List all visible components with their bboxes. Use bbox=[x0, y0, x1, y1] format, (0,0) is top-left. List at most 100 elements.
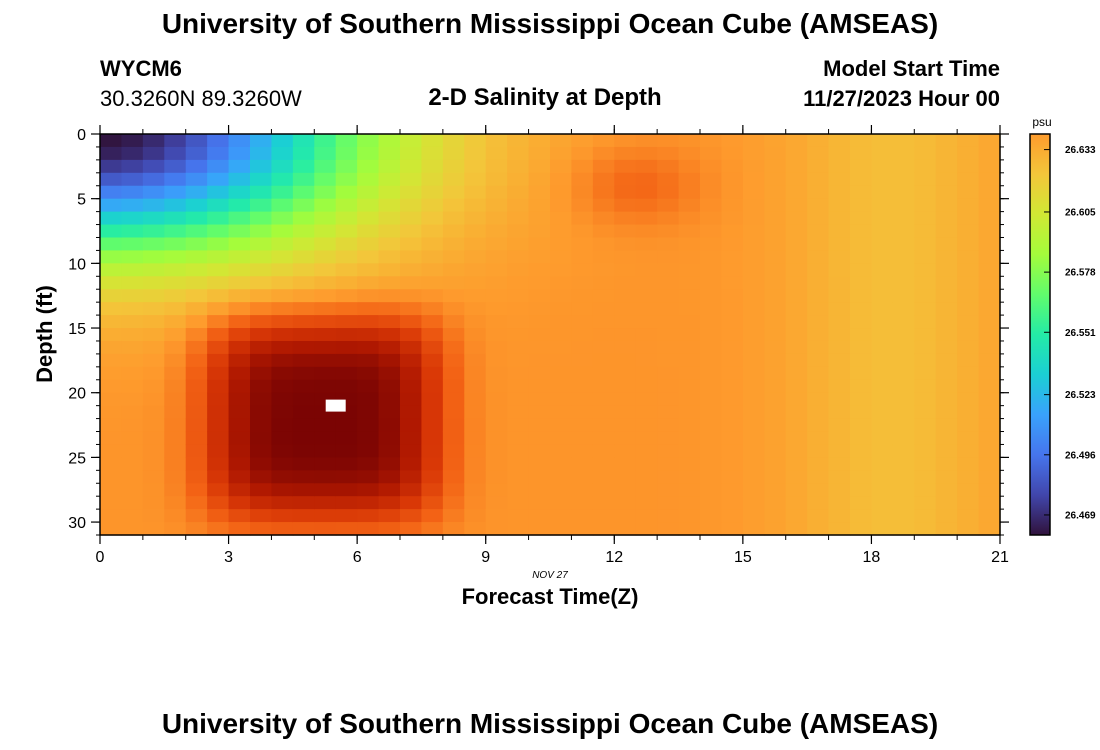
heatmap-cell bbox=[785, 431, 808, 446]
heatmap-cell bbox=[978, 392, 1001, 407]
heatmap-cell bbox=[807, 315, 830, 329]
heatmap-cell bbox=[207, 302, 230, 316]
heatmap-cell bbox=[700, 263, 723, 277]
heatmap-cell bbox=[957, 237, 980, 252]
heatmap-cell bbox=[892, 237, 915, 252]
heatmap-cell bbox=[892, 431, 915, 446]
heatmap-cell bbox=[442, 276, 465, 290]
heatmap-cell bbox=[571, 276, 594, 290]
heatmap-cell bbox=[250, 146, 273, 161]
heatmap-cell bbox=[100, 198, 123, 213]
heatmap-cell bbox=[914, 340, 937, 355]
heatmap-cell bbox=[764, 457, 787, 471]
heatmap-cell bbox=[100, 328, 123, 342]
heatmap-cell bbox=[657, 237, 680, 252]
heatmap-cell bbox=[164, 289, 187, 303]
heatmap-cell bbox=[550, 159, 573, 174]
heatmap-cell bbox=[485, 315, 508, 329]
heatmap-cell bbox=[721, 418, 744, 433]
heatmap-cell bbox=[892, 146, 915, 161]
heatmap-cell bbox=[892, 444, 915, 458]
heatmap-cell bbox=[721, 172, 744, 187]
heatmap-cell bbox=[935, 263, 958, 277]
heatmap-cell bbox=[657, 224, 680, 239]
heatmap-cell bbox=[571, 509, 594, 523]
heatmap-cell bbox=[164, 263, 187, 277]
heatmap-cell bbox=[635, 366, 658, 381]
heatmap-cell bbox=[742, 224, 765, 239]
heatmap-cell bbox=[164, 276, 187, 290]
heatmap-cell bbox=[850, 457, 873, 471]
heatmap-cell bbox=[742, 250, 765, 264]
heatmap-cell bbox=[335, 289, 358, 303]
heatmap-cell bbox=[357, 224, 380, 239]
heatmap-cell bbox=[335, 496, 358, 510]
heatmap-cell bbox=[721, 185, 744, 200]
heatmap-cell bbox=[335, 418, 358, 433]
heatmap-cell bbox=[721, 134, 744, 148]
heatmap-cell bbox=[271, 470, 294, 484]
heatmap-cell bbox=[164, 483, 187, 497]
heatmap-cell bbox=[700, 366, 723, 381]
heatmap-cell bbox=[764, 328, 787, 342]
heatmap-cell bbox=[228, 509, 251, 523]
heatmap-cell bbox=[142, 509, 165, 523]
heatmap-cell bbox=[442, 418, 465, 433]
heatmap-cell bbox=[721, 328, 744, 342]
heatmap-cell bbox=[142, 379, 165, 394]
heatmap-cell bbox=[485, 302, 508, 316]
heatmap-cell bbox=[357, 237, 380, 252]
heatmap-cell bbox=[314, 496, 337, 510]
heatmap-cell bbox=[207, 263, 230, 277]
heatmap-cell bbox=[850, 444, 873, 458]
heatmap-cell bbox=[592, 276, 615, 290]
heatmap-cell bbox=[978, 159, 1001, 174]
heatmap-cell bbox=[400, 211, 423, 226]
heatmap-cell bbox=[335, 134, 358, 148]
heatmap-cell bbox=[378, 146, 401, 161]
heatmap-cell bbox=[957, 418, 980, 433]
heatmap-cell bbox=[250, 237, 273, 252]
heatmap-cell bbox=[828, 431, 851, 446]
heatmap-cell bbox=[550, 198, 573, 213]
y-tick-label: 10 bbox=[68, 256, 86, 273]
heatmap-cell bbox=[635, 522, 658, 536]
heatmap-cell bbox=[185, 224, 208, 239]
heatmap-cell bbox=[228, 263, 251, 277]
heatmap-cell bbox=[207, 276, 230, 290]
heatmap-cell bbox=[785, 315, 808, 329]
heatmap-cell bbox=[464, 470, 487, 484]
heatmap-cell bbox=[742, 134, 765, 148]
heatmap-cell bbox=[121, 159, 144, 174]
heatmap-cell bbox=[185, 418, 208, 433]
heatmap-cell bbox=[764, 289, 787, 303]
heatmap-cell bbox=[721, 198, 744, 213]
heatmap-cell bbox=[571, 237, 594, 252]
heatmap-cell bbox=[228, 340, 251, 355]
heatmap-cell bbox=[807, 379, 830, 394]
heatmap-cell bbox=[378, 211, 401, 226]
heatmap-cell bbox=[871, 496, 894, 510]
heatmap-cell bbox=[592, 263, 615, 277]
heatmap-cell bbox=[764, 263, 787, 277]
heatmap-cell bbox=[185, 185, 208, 200]
heatmap-cell bbox=[164, 353, 187, 368]
heatmap-cell bbox=[142, 172, 165, 187]
heatmap-cell bbox=[442, 431, 465, 446]
heatmap-cell bbox=[914, 198, 937, 213]
heatmap-cell bbox=[807, 289, 830, 303]
heatmap-cell bbox=[100, 353, 123, 368]
heatmap-cell bbox=[807, 237, 830, 252]
heatmap-cell bbox=[442, 457, 465, 471]
heatmap-cell bbox=[657, 250, 680, 264]
heatmap-cell bbox=[400, 198, 423, 213]
heatmap-cell bbox=[378, 418, 401, 433]
heatmap-cell bbox=[528, 366, 551, 381]
heatmap-cell bbox=[271, 418, 294, 433]
heatmap-cell bbox=[935, 457, 958, 471]
heatmap-cell bbox=[507, 392, 530, 407]
heatmap-cell bbox=[250, 172, 273, 187]
heatmap-cell bbox=[957, 263, 980, 277]
heatmap-cell bbox=[571, 392, 594, 407]
heatmap-cell bbox=[807, 444, 830, 458]
